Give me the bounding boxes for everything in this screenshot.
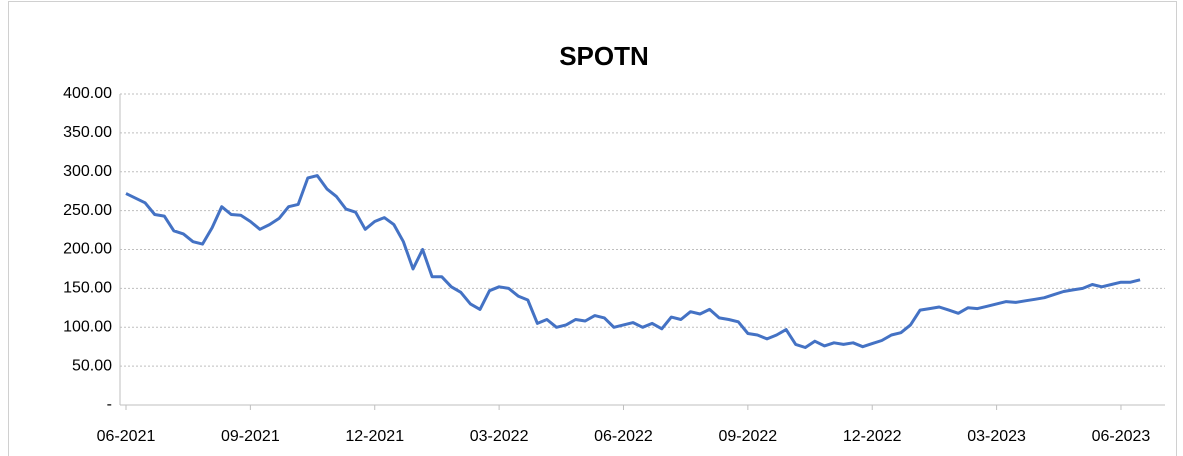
y-tick-label: - — [107, 396, 112, 413]
x-tick-label: 06-2023 — [1092, 428, 1151, 445]
x-tick-label: 09-2022 — [718, 428, 777, 445]
x-tick-label: 06-2021 — [97, 428, 156, 445]
y-tick-label: 50.00 — [72, 357, 112, 374]
chart-title: SPOTN — [559, 41, 649, 71]
x-tick-label: 09-2021 — [221, 428, 280, 445]
y-tick-label: 250.00 — [63, 202, 112, 219]
y-tick-label: 400.00 — [63, 85, 112, 102]
x-tick-label: 12-2022 — [843, 428, 902, 445]
chart-border — [8, 1, 1177, 456]
x-tick-label: 03-2023 — [967, 428, 1026, 445]
y-tick-label: 200.00 — [63, 241, 112, 258]
x-tick-label: 12-2021 — [345, 428, 404, 445]
y-tick-label: 100.00 — [63, 318, 112, 335]
y-tick-label: 150.00 — [63, 280, 112, 297]
line-series — [125, 174, 1141, 349]
y-tick-label: 300.00 — [63, 163, 112, 180]
x-tick-label: 06-2022 — [594, 428, 653, 445]
y-tick-label: 350.00 — [63, 124, 112, 141]
x-tick-label: 03-2022 — [470, 428, 529, 445]
